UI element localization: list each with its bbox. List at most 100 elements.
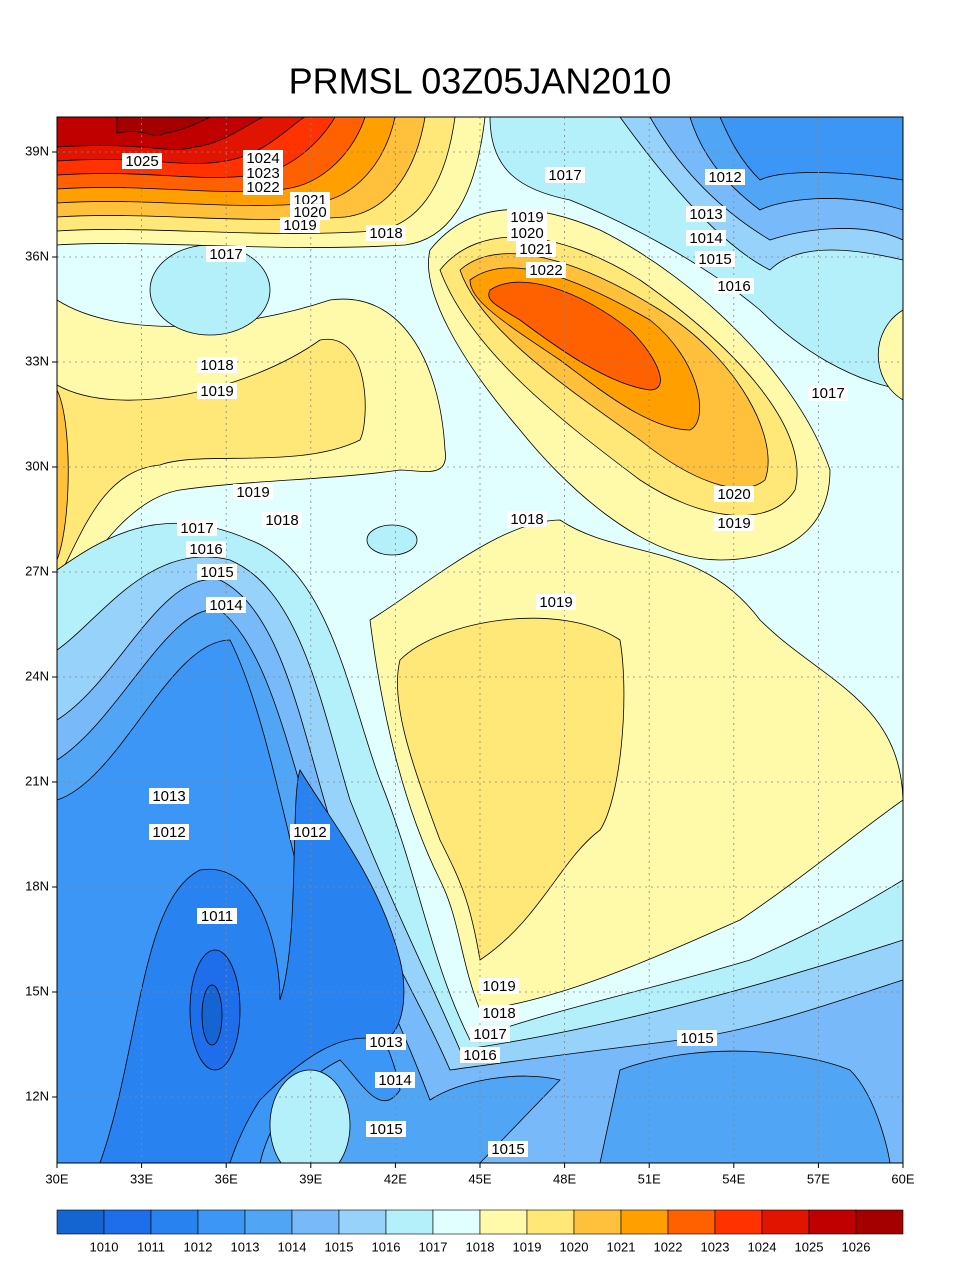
pressure-field xyxy=(57,117,903,1163)
label-box xyxy=(507,511,547,527)
axes: 30E 33E 36E 39E 42E 45E 48E 51E 54E 57E 60E 39N 36N 3… xyxy=(25,143,915,1186)
label-box xyxy=(366,1121,406,1137)
field-region xyxy=(877,309,903,401)
colorbar-swatch xyxy=(56,1209,105,1235)
x-tick-label: 48E xyxy=(553,1171,576,1186)
label-box xyxy=(197,383,237,399)
field-region xyxy=(116,117,246,136)
label-box xyxy=(177,520,217,536)
contour-label: 1016 xyxy=(189,541,222,558)
contour-label: 1019 xyxy=(283,217,316,234)
colorbar-label: 1012 xyxy=(184,1239,213,1254)
label-box xyxy=(243,179,283,195)
label-box xyxy=(375,1072,415,1088)
contour-label: 1019 xyxy=(717,515,750,532)
colorbar-swatch xyxy=(620,1209,669,1235)
contour-label: 1015 xyxy=(680,1030,713,1047)
colorbar-label: 1017 xyxy=(419,1239,448,1254)
label-box xyxy=(479,978,519,994)
label-box xyxy=(149,788,189,804)
contour-label: 1012 xyxy=(708,169,741,186)
colorbar-label: 1013 xyxy=(231,1239,260,1254)
field-region xyxy=(397,617,625,961)
contour-label: 1022 xyxy=(529,262,562,279)
label-box xyxy=(808,385,848,401)
colorbar-swatch xyxy=(103,1209,152,1235)
contour-label: 1020 xyxy=(510,225,543,242)
colorbar-swatch xyxy=(808,1209,857,1235)
contour-label: 1017 xyxy=(209,246,242,263)
field-region xyxy=(57,389,69,561)
label-box xyxy=(290,824,330,840)
label-box xyxy=(686,230,726,246)
contour-label: 1019 xyxy=(539,594,572,611)
x-tick-label: 57E xyxy=(807,1171,830,1186)
label-box xyxy=(526,262,566,278)
label-box xyxy=(206,246,246,262)
colorbar-swatch xyxy=(385,1209,434,1235)
label-box xyxy=(243,165,283,181)
contour-label: 1018 xyxy=(510,511,543,528)
contour-label: 1015 xyxy=(698,251,731,268)
contour-label: 1013 xyxy=(369,1034,402,1051)
colorbar-label: 1011 xyxy=(137,1239,165,1254)
colorbar-label: 1015 xyxy=(325,1239,354,1254)
colorbar-swatch xyxy=(855,1209,904,1235)
colorbar-label: 1016 xyxy=(372,1239,401,1254)
x-tick-label: 39E xyxy=(299,1171,322,1186)
label-box xyxy=(233,484,273,500)
label-box xyxy=(122,153,162,169)
contour-label: 1017 xyxy=(473,1026,506,1043)
label-box xyxy=(262,512,302,528)
contour-label: 1013 xyxy=(152,788,185,805)
label-box xyxy=(186,541,226,557)
y-tick-label: 18N xyxy=(25,878,49,893)
colorbar-label: 1010 xyxy=(90,1239,119,1254)
label-box xyxy=(197,564,237,580)
contour-label: 1014 xyxy=(378,1072,411,1089)
colorbar-swatch xyxy=(291,1209,340,1235)
field-region xyxy=(99,769,405,1163)
y-tick-label: 24N xyxy=(25,668,49,683)
label-box xyxy=(516,241,556,257)
contour-label: 1019 xyxy=(200,383,233,400)
label-box xyxy=(460,1047,500,1063)
x-tick-label: 45E xyxy=(468,1171,491,1186)
contour-label: 1015 xyxy=(369,1121,402,1138)
field-region xyxy=(201,984,223,1046)
contour-label: 1017 xyxy=(811,385,844,402)
colorbar-swatch xyxy=(667,1209,716,1235)
label-box xyxy=(197,908,237,924)
colorbar-swatch xyxy=(573,1209,622,1235)
x-tick-label: 42E xyxy=(384,1171,407,1186)
contour-label: 1019 xyxy=(510,209,543,226)
label-box xyxy=(243,150,283,166)
contour-label: 1020 xyxy=(293,204,326,221)
label-box xyxy=(366,1034,406,1050)
contour-label: 1012 xyxy=(293,824,326,841)
label-box xyxy=(714,278,754,294)
colorbar-label: 1019 xyxy=(513,1239,542,1254)
label-box xyxy=(507,225,547,241)
colorbar-label: 1026 xyxy=(842,1239,871,1254)
colorbar-label: 1021 xyxy=(607,1239,636,1254)
label-box xyxy=(714,515,754,531)
contour-label: 1022 xyxy=(246,179,279,196)
y-tick-label: 21N xyxy=(25,773,49,788)
colorbar-label: 1020 xyxy=(560,1239,589,1254)
contour-label: 1019 xyxy=(236,484,269,501)
label-box xyxy=(507,209,547,225)
colorbar-swatch xyxy=(244,1209,293,1235)
colorbar-label: 1018 xyxy=(466,1239,495,1254)
contour-label: 1015 xyxy=(200,564,233,581)
label-box xyxy=(714,486,754,502)
label-box xyxy=(705,169,745,185)
field-region xyxy=(719,117,903,181)
label-box xyxy=(280,217,320,233)
label-box xyxy=(206,597,246,613)
x-tick-label: 30E xyxy=(45,1171,68,1186)
contour-label: 1024 xyxy=(246,150,279,167)
contour-label: 1019 xyxy=(482,978,515,995)
colorbar-swatch xyxy=(479,1209,528,1235)
